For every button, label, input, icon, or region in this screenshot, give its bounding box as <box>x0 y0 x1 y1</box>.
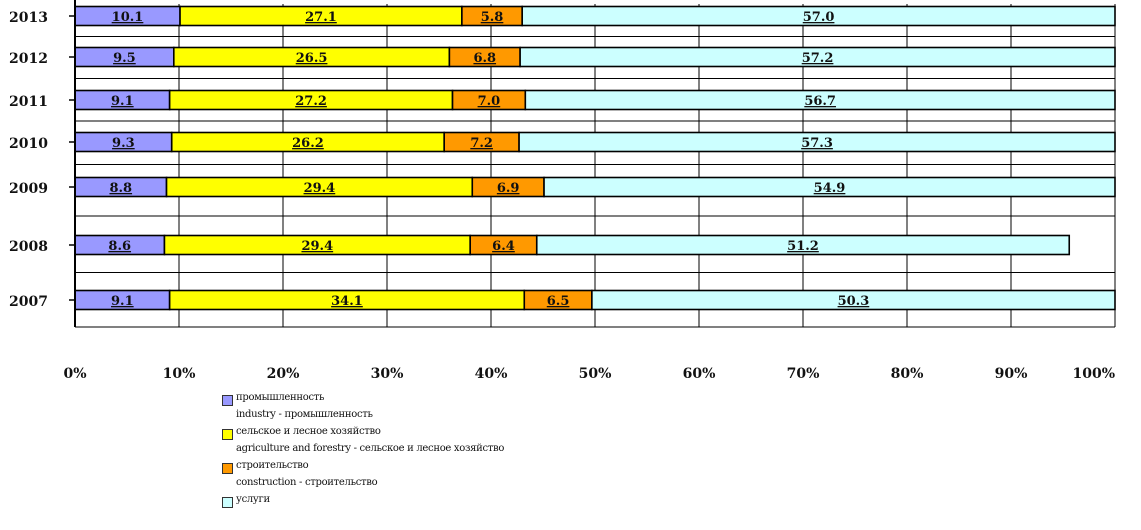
legend-label-line2: agriculture and forestry - сельское и ле… <box>236 443 505 454</box>
bar-segment-2007-services <box>591 289 1116 311</box>
legend-swatch-agriculture <box>222 429 233 440</box>
y-tick-label: 2013 <box>9 10 48 26</box>
legend-item-industry: промышленность industry - промышленность <box>222 392 822 428</box>
x-tick-label: 60% <box>683 366 716 382</box>
y-tick-label: 2009 <box>9 181 48 197</box>
data-label: 57.0 <box>803 10 835 25</box>
data-label: 7.2 <box>470 136 493 151</box>
data-label: 9.5 <box>113 51 136 66</box>
data-label: 6.4 <box>492 239 515 254</box>
legend-swatch-construction <box>222 463 233 474</box>
bar-segment-2010-services <box>518 131 1116 153</box>
data-label: 27.2 <box>295 94 327 109</box>
data-label: 6.9 <box>497 181 520 196</box>
x-tick-labels: 0% 10% 20% 30% 40% 50% 60% 70% 80% 90% 100% <box>63 366 1115 382</box>
legend-item-services: услуги <box>222 494 822 530</box>
data-label: 9.3 <box>112 136 135 151</box>
bar-segment-2012-services <box>519 46 1116 68</box>
x-tick-label: 100% <box>1072 366 1115 382</box>
axes <box>69 0 76 327</box>
x-tick-label: 50% <box>579 366 612 382</box>
data-label: 54.9 <box>814 181 846 196</box>
legend-label-line1: сельское и лесное хозяйство <box>236 426 381 437</box>
data-label: 29.4 <box>301 239 333 254</box>
x-tick-label: 80% <box>891 366 924 382</box>
legend-item-construction: строительство construction - строительст… <box>222 460 822 496</box>
y-tick-label: 2011 <box>9 94 48 110</box>
y-tick-label: 2007 <box>9 294 48 310</box>
y-tick-label: 2008 <box>9 239 48 255</box>
data-label: 9.1 <box>111 94 134 109</box>
legend-label-line1: услуги <box>236 494 270 505</box>
data-label: 57.3 <box>801 136 833 151</box>
x-tick-label: 20% <box>267 366 300 382</box>
y-tick-label: 2010 <box>9 136 48 152</box>
data-label: 29.4 <box>304 181 336 196</box>
data-label: 57.2 <box>802 51 834 66</box>
legend-swatch-industry <box>222 395 233 406</box>
data-labels: 10.1 27.1 5.8 57.0 9.5 26.5 6.8 57.2 9.1 27.2 7.0 5… <box>108 10 869 309</box>
bar-segment-2009-services <box>543 176 1116 198</box>
x-tick-label: 70% <box>787 366 820 382</box>
bar-segment-2013-services <box>521 5 1116 27</box>
bar-series <box>74 5 1116 311</box>
data-label: 6.8 <box>473 51 496 66</box>
data-label: 6.5 <box>547 294 570 309</box>
data-label: 9.1 <box>111 294 134 309</box>
data-label: 56.7 <box>804 94 836 109</box>
bar-segment-2008-services <box>535 234 1071 256</box>
legend-swatch-services <box>222 497 233 508</box>
data-label: 8.8 <box>109 181 132 196</box>
legend: промышленность industry - промышленность… <box>222 392 822 530</box>
data-label: 10.1 <box>112 10 144 25</box>
data-label: 27.1 <box>305 10 337 25</box>
data-label: 5.8 <box>481 10 504 25</box>
legend-label-line2: construction - строительство <box>236 477 378 488</box>
y-tick-label: 2012 <box>9 51 48 67</box>
data-label: 34.1 <box>331 294 363 309</box>
data-label: 7.0 <box>478 94 501 109</box>
x-tick-label: 90% <box>995 366 1028 382</box>
x-tick-label: 10% <box>163 366 196 382</box>
data-label: 26.5 <box>296 51 328 66</box>
data-label: 50.3 <box>838 294 870 309</box>
legend-label-line1: промышленность <box>236 392 325 403</box>
stacked-bar-chart: 2013 2012 2011 2010 2009 2008 2007 0% 10% 20% 30%… <box>9 0 1116 382</box>
legend-label-line2: industry - промышленность <box>236 409 373 420</box>
y-tick-labels: 2013 2012 2011 2010 2009 2008 2007 <box>9 10 48 310</box>
x-tick-label: 0% <box>63 366 86 382</box>
bar-segment-2011-services <box>524 89 1116 111</box>
x-tick-label: 30% <box>371 366 404 382</box>
data-label: 26.2 <box>292 136 324 151</box>
data-label: 51.2 <box>787 239 819 254</box>
legend-label-line1: строительство <box>236 460 309 471</box>
legend-item-agriculture: сельское и лесное хозяйство agriculture … <box>222 426 822 462</box>
x-tick-label: 40% <box>475 366 508 382</box>
data-label: 8.6 <box>108 239 131 254</box>
